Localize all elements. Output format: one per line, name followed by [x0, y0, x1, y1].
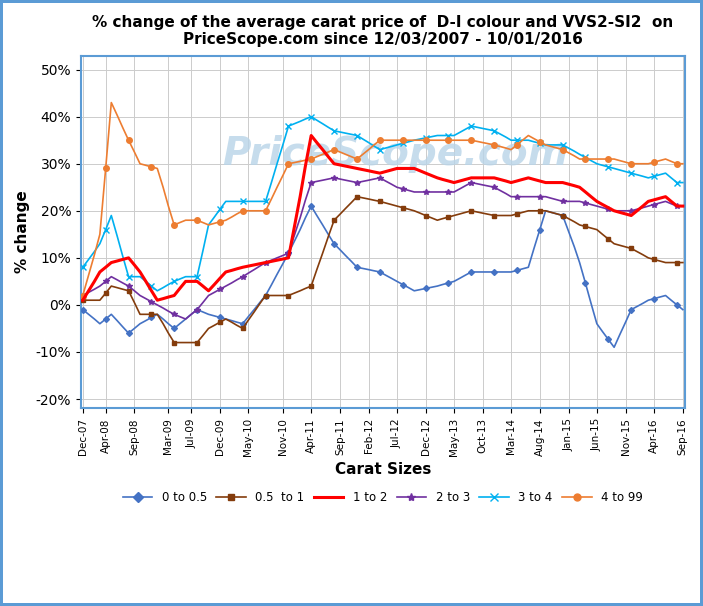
Text: PriceScope.com: PriceScope.com — [222, 135, 568, 173]
Title: % change of the average carat price of  D-I colour and VVS2-SI2  on
PriceScope.c: % change of the average carat price of D… — [92, 15, 673, 47]
X-axis label: Carat Sizes: Carat Sizes — [335, 462, 431, 477]
Legend: 0 to 0.5, 0.5  to 1, 1 to 2, 2 to 3, 3 to 4, 4 to 99: 0 to 0.5, 0.5 to 1, 1 to 2, 2 to 3, 3 to… — [118, 486, 647, 508]
Y-axis label: % change: % change — [15, 191, 30, 273]
